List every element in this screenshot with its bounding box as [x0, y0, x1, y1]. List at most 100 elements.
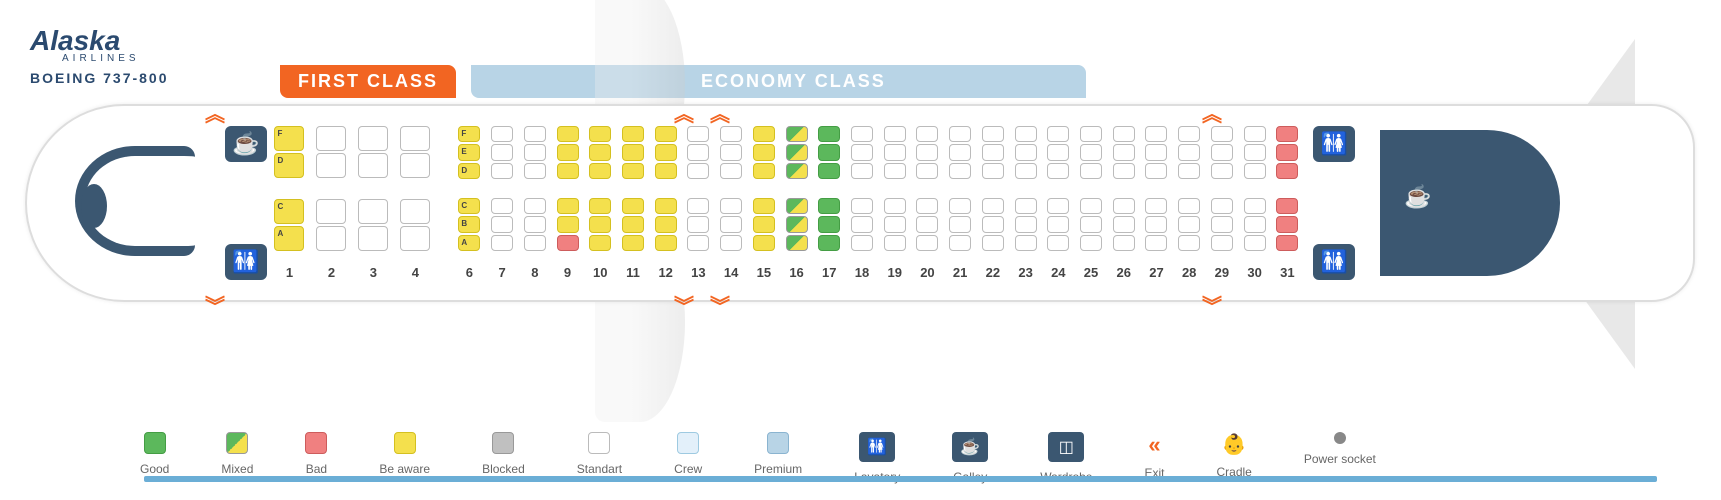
- seat[interactable]: [1178, 163, 1200, 179]
- seat[interactable]: [1178, 144, 1200, 160]
- seat[interactable]: [622, 216, 644, 232]
- seat[interactable]: [316, 153, 346, 178]
- seat[interactable]: [1080, 163, 1102, 179]
- seat[interactable]: [1211, 144, 1233, 160]
- seat[interactable]: [1015, 198, 1037, 214]
- seat[interactable]: [916, 198, 938, 214]
- seat[interactable]: [557, 216, 579, 232]
- seat[interactable]: [622, 144, 644, 160]
- seat[interactable]: [1113, 144, 1135, 160]
- seat[interactable]: [1015, 235, 1037, 251]
- seat[interactable]: [1244, 163, 1266, 179]
- seat[interactable]: [1244, 144, 1266, 160]
- seat[interactable]: [491, 163, 513, 179]
- seat[interactable]: [818, 235, 840, 251]
- seat[interactable]: [1080, 126, 1102, 142]
- seat[interactable]: E: [458, 144, 480, 160]
- seat[interactable]: [1244, 235, 1266, 251]
- seat[interactable]: [316, 126, 346, 151]
- seat[interactable]: [786, 163, 808, 179]
- seat[interactable]: [1178, 198, 1200, 214]
- seat[interactable]: [655, 235, 677, 251]
- seat[interactable]: [622, 198, 644, 214]
- seat[interactable]: [1113, 126, 1135, 142]
- seat[interactable]: [884, 144, 906, 160]
- seat[interactable]: [1178, 216, 1200, 232]
- seat[interactable]: [1211, 198, 1233, 214]
- seat[interactable]: [1244, 126, 1266, 142]
- seat[interactable]: [358, 226, 388, 251]
- seat[interactable]: [1113, 198, 1135, 214]
- seat[interactable]: [655, 198, 677, 214]
- seat[interactable]: [720, 144, 742, 160]
- seat[interactable]: D: [274, 153, 304, 178]
- seat[interactable]: [1211, 163, 1233, 179]
- seat[interactable]: [1113, 216, 1135, 232]
- seat[interactable]: F: [274, 126, 304, 151]
- seat[interactable]: [982, 235, 1004, 251]
- seat[interactable]: [1276, 163, 1298, 179]
- seat[interactable]: B: [458, 216, 480, 232]
- seat[interactable]: [1015, 163, 1037, 179]
- seat[interactable]: [687, 216, 709, 232]
- seat[interactable]: [400, 153, 430, 178]
- seat[interactable]: [687, 235, 709, 251]
- seat[interactable]: [818, 163, 840, 179]
- seat[interactable]: [916, 235, 938, 251]
- seat[interactable]: [655, 216, 677, 232]
- seat[interactable]: [753, 198, 775, 214]
- seat[interactable]: [557, 235, 579, 251]
- seat[interactable]: [589, 126, 611, 142]
- seat[interactable]: [818, 126, 840, 142]
- seat[interactable]: [884, 126, 906, 142]
- seat[interactable]: [524, 163, 546, 179]
- seat[interactable]: [1047, 144, 1069, 160]
- seat[interactable]: [884, 216, 906, 232]
- seat[interactable]: [589, 216, 611, 232]
- seat[interactable]: [316, 199, 346, 224]
- seat[interactable]: [818, 144, 840, 160]
- seat[interactable]: [524, 198, 546, 214]
- seat[interactable]: [1211, 216, 1233, 232]
- seat[interactable]: [1113, 235, 1135, 251]
- seat[interactable]: [884, 198, 906, 214]
- seat[interactable]: [1145, 235, 1167, 251]
- seat[interactable]: [491, 235, 513, 251]
- seat[interactable]: [557, 163, 579, 179]
- seat[interactable]: [622, 163, 644, 179]
- seat[interactable]: [1276, 235, 1298, 251]
- seat[interactable]: [949, 144, 971, 160]
- seat[interactable]: [400, 226, 430, 251]
- seat[interactable]: [982, 126, 1004, 142]
- seat[interactable]: [851, 235, 873, 251]
- seat[interactable]: [589, 163, 611, 179]
- seat[interactable]: [358, 126, 388, 151]
- seat[interactable]: [786, 216, 808, 232]
- seat[interactable]: [1015, 126, 1037, 142]
- seat[interactable]: [1211, 235, 1233, 251]
- seat[interactable]: [687, 126, 709, 142]
- seat[interactable]: [1244, 216, 1266, 232]
- seat[interactable]: [786, 126, 808, 142]
- seat[interactable]: A: [274, 226, 304, 251]
- seat[interactable]: [949, 235, 971, 251]
- seat[interactable]: [491, 126, 513, 142]
- seat[interactable]: [1080, 235, 1102, 251]
- seat[interactable]: [1145, 144, 1167, 160]
- seat[interactable]: [818, 216, 840, 232]
- seat[interactable]: [557, 126, 579, 142]
- seat[interactable]: [884, 235, 906, 251]
- seat[interactable]: [753, 163, 775, 179]
- seat[interactable]: [589, 235, 611, 251]
- seat[interactable]: [491, 198, 513, 214]
- seat[interactable]: [786, 198, 808, 214]
- seat[interactable]: C: [274, 199, 304, 224]
- seat[interactable]: [851, 163, 873, 179]
- seat[interactable]: [1047, 216, 1069, 232]
- seat[interactable]: [720, 126, 742, 142]
- seat[interactable]: [1015, 216, 1037, 232]
- seat[interactable]: [949, 216, 971, 232]
- seat[interactable]: [753, 216, 775, 232]
- seat[interactable]: [753, 144, 775, 160]
- seat[interactable]: [1276, 198, 1298, 214]
